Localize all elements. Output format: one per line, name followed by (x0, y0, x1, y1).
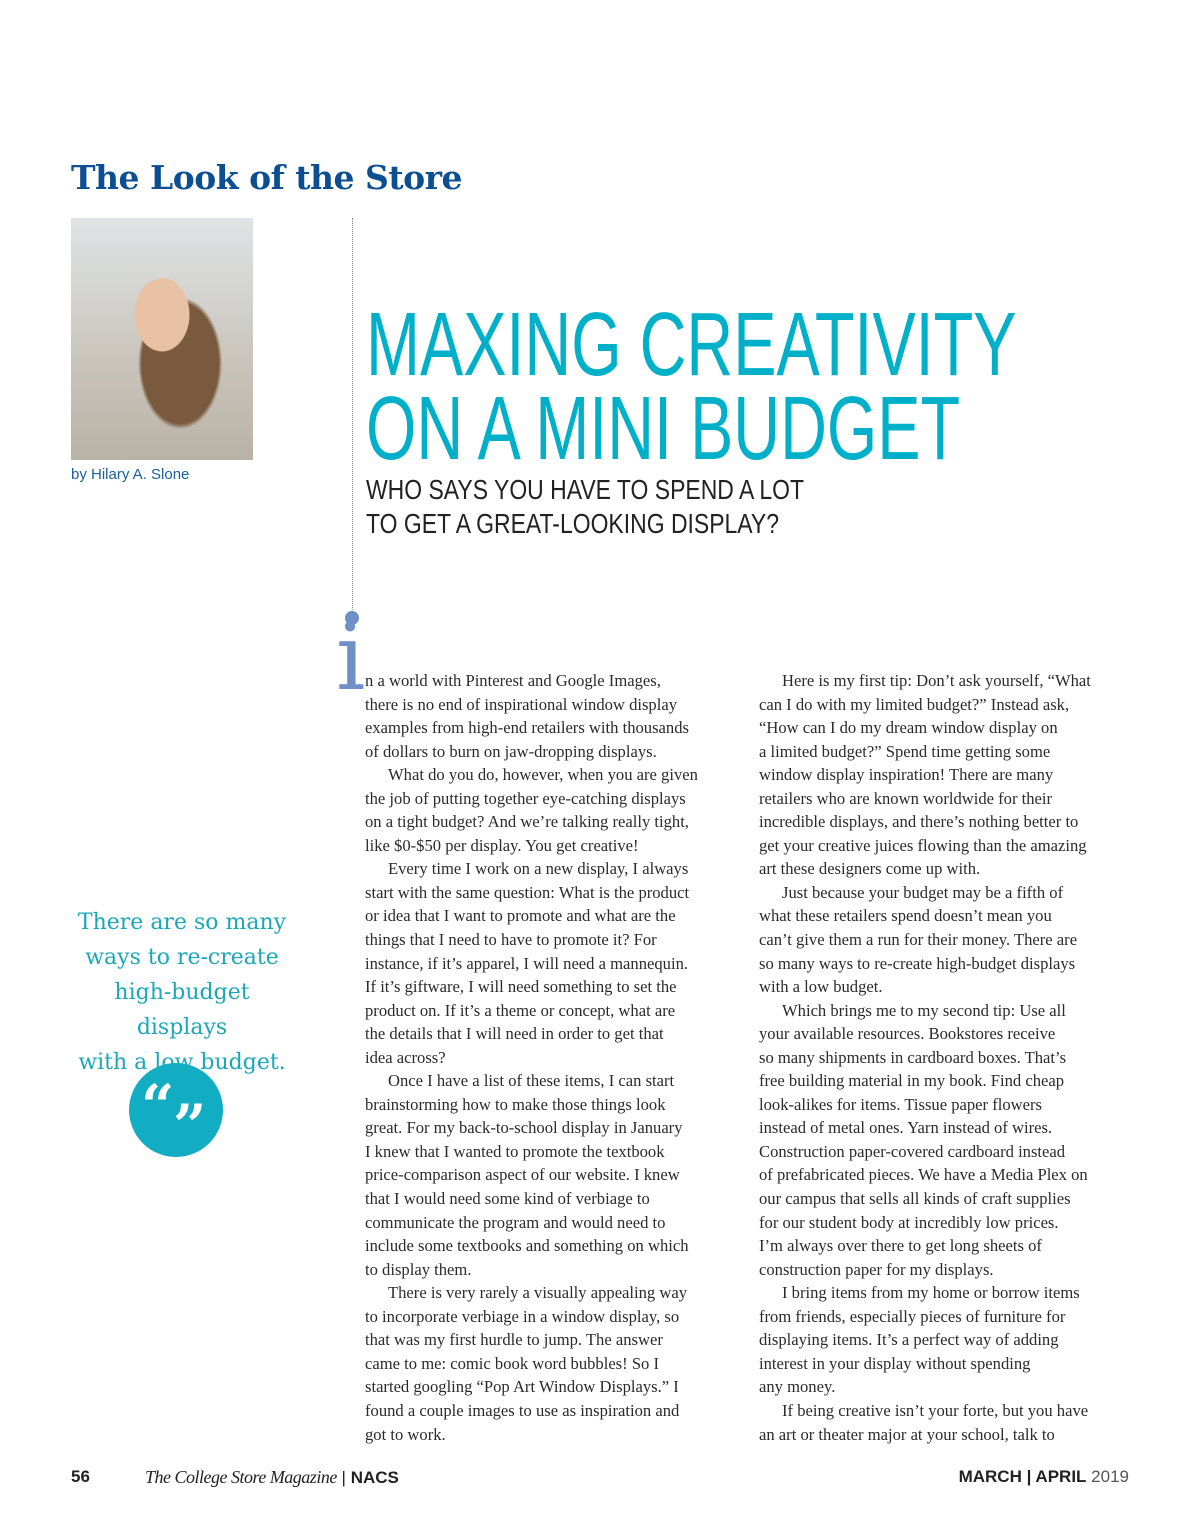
body-line: Once I have a list of these items, I can… (388, 1071, 675, 1091)
body-line: your available resources. Bookstores rec… (759, 1024, 1056, 1044)
body-line: that was my first hurdle to jump. The an… (365, 1330, 663, 1350)
body-line: great. For my back-to-school display in … (365, 1118, 683, 1138)
pull-quote-line: There are so many (77, 910, 287, 935)
body-line: so many ways to re-create high-budget di… (759, 953, 1076, 973)
body-line: There is very rarely a visually appealin… (388, 1283, 688, 1303)
body-line: construction paper for my displays. (759, 1259, 994, 1279)
body-line: idea across? (365, 1047, 446, 1067)
body-line: “How can I do my dream window display on (759, 718, 1058, 738)
body-line: Every time I work on a new display, I al… (388, 859, 689, 879)
page-number: 56 (71, 1467, 90, 1486)
body-line: I knew that I wanted to promote the text… (365, 1141, 665, 1161)
body-line: can I do with my limited budget?” Instea… (759, 694, 1070, 714)
body-line: product on. If it’s a theme or concept, … (365, 1000, 676, 1020)
body-line: of prefabricated pieces. We have a Media… (759, 1165, 1088, 1185)
body-line: What do you do, however, when you are gi… (388, 765, 698, 785)
issue-month: MARCH | APRIL (958, 1467, 1087, 1486)
body-line: Here is my first tip: Don’t ask yourself… (782, 671, 1091, 690)
quotation-marks-icon: “” (129, 1063, 223, 1157)
body-line: with a low budget. (759, 977, 883, 997)
body-line: from friends, especially pieces of furni… (759, 1306, 1066, 1326)
body-line: on a tight budget? And we’re talking rea… (365, 812, 689, 832)
subhead-line-2: TO GET A GREAT-LOOKING DISPLAY? (366, 508, 779, 539)
body-line: the job of putting together eye-catching… (365, 788, 686, 808)
body-line: retailers who are known worldwide for th… (759, 788, 1053, 808)
body-line: interest in your display without spendin… (759, 1353, 1031, 1373)
body-line: can’t give them a run for their money. T… (759, 930, 1078, 950)
body-line: Construction paper-covered cardboard ins… (759, 1141, 1066, 1161)
body-line: n a world with Pinterest and Google Imag… (365, 671, 661, 690)
pull-quote: There are so many ways to re-create high… (66, 905, 298, 1080)
body-line: window display inspiration! There are ma… (759, 765, 1054, 785)
body-line: instead of metal ones. Yarn instead of w… (759, 1118, 1053, 1138)
magazine-name: The College Store Magazine | NACS (145, 1467, 399, 1488)
dotted-divider (352, 218, 353, 610)
body-line: any money. (759, 1377, 836, 1397)
body-line: displaying items. It’s a perfect way of … (759, 1330, 1059, 1350)
body-line: free building material in my book. Find … (759, 1071, 1065, 1091)
divider-dot (345, 611, 359, 625)
body-line: there is no end of inspirational window … (365, 694, 677, 714)
body-line: start with the same question: What is th… (365, 882, 690, 902)
body-line: started googling “Pop Art Window Display… (365, 1377, 679, 1397)
body-line: or idea that I want to promote and what … (365, 906, 676, 926)
body-line: what these retailers spend doesn’t mean … (759, 906, 1052, 926)
author-photo (71, 218, 253, 460)
pull-quote-line: high-budget displays (114, 980, 250, 1040)
body-line: If it’s giftware, I will need something … (365, 977, 677, 997)
headline-line-1: MAXING CREATIVITY (366, 295, 1017, 395)
body-line: found a couple images to use as inspirat… (365, 1400, 680, 1420)
byline: by Hilary A. Slone (71, 466, 190, 483)
body-line: If being creative isn’t your forte, but … (782, 1400, 1089, 1420)
headline-line-2: ON A MINI BUDGET (366, 379, 961, 479)
body-line: instance, if it’s apparel, I will need a… (365, 953, 689, 973)
body-line: incredible displays, and there’s nothing… (759, 812, 1079, 832)
body-line: examples from high-end retailers with th… (365, 718, 689, 738)
body-line: an art or theater major at your school, … (759, 1424, 1055, 1444)
body-line: came to me: comic book word bubbles! So … (365, 1353, 660, 1373)
body-line: Which brings me to my second tip: Use al… (782, 1000, 1066, 1020)
body-line: Just because your budget may be a fifth … (782, 882, 1064, 902)
magazine-title: The College Store Magazine (145, 1467, 337, 1487)
body-line: include some textbooks and something on … (365, 1236, 689, 1256)
body-line: things that I need to have to promote it… (365, 930, 657, 950)
body-line: a limited budget?” Spend time getting so… (759, 741, 1051, 761)
separator: | (341, 1468, 346, 1487)
body-line: I bring items from my home or borrow ite… (782, 1283, 1080, 1303)
body-column-2: Here is my first tip: Don’t ask yourself… (759, 669, 1091, 1446)
drop-cap: i (336, 604, 366, 711)
body-line: of dollars to burn on jaw-dropping displ… (365, 741, 657, 761)
body-line: to display them. (365, 1259, 472, 1279)
body-line: art these designers come up with. (759, 859, 981, 879)
body-line: that I would need some kind of verbiage … (365, 1189, 650, 1209)
body-line: communicate the program and would need t… (365, 1212, 666, 1232)
issue-date: MARCH | APRIL 2019 (959, 1467, 1129, 1487)
body-line: price-comparison aspect of our website. … (365, 1165, 680, 1185)
section-title: The Look of the Store (71, 158, 463, 197)
body-line: look-alikes for items. Tissue paper flow… (759, 1094, 1042, 1114)
issue-year: 2019 (1091, 1467, 1129, 1486)
body-line: to incorporate verbiage in a window disp… (365, 1306, 680, 1326)
body-line: so many shipments in cardboard boxes. Th… (759, 1047, 1067, 1067)
body-column-1: n a world with Pinterest and Google Imag… (365, 669, 698, 1446)
subhead-line-1: WHO SAYS YOU HAVE TO SPEND A LOT (366, 474, 805, 505)
pull-quote-line: ways to re-create (85, 945, 279, 970)
body-line: get your creative juices flowing than th… (759, 835, 1087, 855)
org-name: NACS (350, 1468, 399, 1487)
body-line: like $0-$50 per display. You get creativ… (365, 835, 639, 855)
body-line: I’m always over there to get long sheets… (759, 1236, 1042, 1256)
body-line: got to work. (365, 1424, 446, 1444)
body-line: for our student body at incredibly low p… (759, 1212, 1059, 1232)
body-line: our campus that sells all kinds of craft… (759, 1189, 1071, 1209)
body-line: the details that I will need in order to… (365, 1024, 664, 1044)
body-line: brainstorming how to make those things l… (365, 1094, 666, 1114)
